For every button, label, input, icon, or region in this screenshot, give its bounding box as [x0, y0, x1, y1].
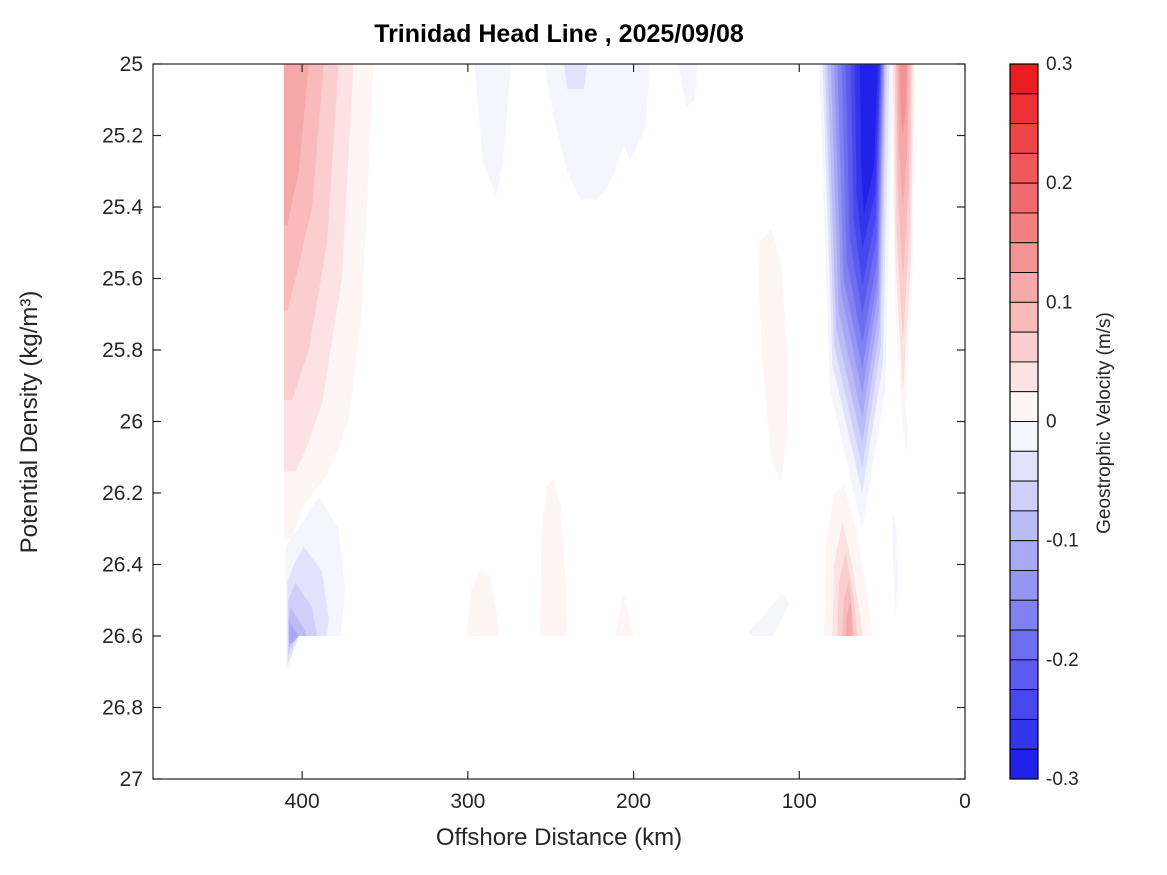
y-tick-label: 25.6 — [102, 268, 143, 291]
colorbar-segment — [1009, 93, 1039, 125]
colorbar-segment — [1009, 629, 1039, 661]
y-tick-label: 26.4 — [102, 554, 143, 577]
colorbar-tick-label: 0.1 — [1046, 292, 1072, 313]
contour-band-surface-blue-patch-235km — [564, 64, 588, 89]
colorbar-segment — [1009, 510, 1039, 542]
colorbar-segment — [1009, 599, 1039, 631]
y-tick-label: 26.2 — [102, 482, 143, 505]
colorbar-label: Geostrophic Velocity (m/s) — [1094, 312, 1115, 534]
colorbar-segment — [1009, 331, 1039, 363]
y-tick-label: 26.6 — [102, 625, 143, 648]
y-tick-label: 25.4 — [102, 196, 143, 219]
colorbar-tick-label: 0 — [1046, 412, 1057, 433]
colorbar-tick-label: -0.2 — [1046, 650, 1079, 671]
contour-band-surface-blue-sliver-167km — [678, 64, 699, 107]
colorbar-segment — [1009, 689, 1039, 720]
colorbar-segment — [1009, 480, 1039, 512]
colorbar-tick-label: -0.3 — [1046, 769, 1079, 790]
contour-band-deep-blue-patch-395km — [288, 621, 299, 644]
colorbar-tick-label: -0.1 — [1046, 531, 1079, 552]
x-tick-label: 200 — [616, 790, 651, 813]
contour-band-coastal-red-band-37km — [899, 64, 907, 136]
colorbar-segment — [1009, 272, 1039, 303]
colorbar-segment — [1009, 182, 1039, 214]
colorbar-segment — [1009, 659, 1039, 691]
contour-band-coastal-blue-jet-60km — [859, 64, 878, 215]
y-tick-label: 25 — [120, 53, 143, 76]
contour-band-mid-red-leaf-115km — [758, 228, 788, 483]
colorbar-segment — [1009, 301, 1039, 333]
colorbar-segment — [1009, 540, 1039, 571]
x-tick-label: 300 — [450, 790, 485, 813]
y-tick-label: 25.8 — [102, 339, 143, 362]
colorbar-segment — [1009, 361, 1039, 393]
contour-band-deep-red-column-248km — [539, 478, 568, 636]
y-tick-label: 27 — [120, 768, 143, 791]
y-tick-label: 26.8 — [102, 697, 143, 720]
x-axis-label: Offshore Distance (km) — [435, 824, 683, 851]
colorbar-segment — [1009, 242, 1039, 273]
colorbar-segment — [1009, 450, 1039, 482]
y-tick-label: 26 — [120, 411, 143, 434]
colorbar-segment — [1009, 123, 1039, 154]
y-tick-label: 25.2 — [102, 125, 143, 148]
contour-band-deep-blue-sliver-42km — [892, 510, 898, 619]
colorbar-segment — [1009, 152, 1039, 184]
contour-band-deep-blue-wisp-35km — [903, 396, 908, 458]
contour-band-deep-red-patch-290km — [466, 571, 500, 636]
colorbar-tick-label: 0.3 — [1046, 54, 1072, 75]
colorbar-segment — [1009, 391, 1039, 422]
x-tick-label: 100 — [782, 790, 817, 813]
colorbar-tick-label: 0.2 — [1046, 173, 1072, 194]
colorbar-segment — [1009, 421, 1039, 452]
contour-band-surface-blue-patch-220km — [544, 64, 651, 200]
colorbar-segment — [1009, 718, 1039, 750]
colorbar-segment — [1009, 748, 1039, 780]
contour-bands — [283, 64, 916, 669]
y-axis-label: Potential Density (kg/m³) — [16, 290, 43, 554]
contour-band-surface-blue-wedge-285km — [474, 64, 511, 197]
contour-band-deep-red-triangle-205km — [615, 593, 634, 636]
colorbar-segment — [1009, 570, 1039, 601]
x-tick-label: 400 — [285, 790, 320, 813]
contour-band-nearshore-400km-red-band — [283, 64, 309, 225]
chart-title: Trinidad Head Line , 2025/09/08 — [374, 20, 744, 48]
contour-band-deep-blue-sliver-120km — [747, 593, 790, 636]
colorbar-segment — [1009, 212, 1039, 244]
colorbar-segment — [1009, 63, 1039, 95]
contour-band-deep-red-blob-70km — [845, 600, 853, 636]
colorbar-box — [1009, 63, 1039, 780]
x-tick-label: 0 — [959, 790, 971, 813]
